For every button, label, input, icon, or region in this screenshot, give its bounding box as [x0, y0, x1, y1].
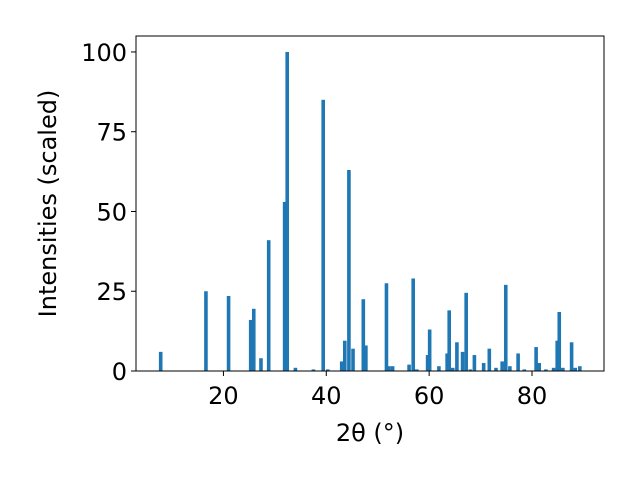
bar	[285, 51, 289, 371]
bar	[351, 348, 355, 371]
x-tick-label: 20	[208, 382, 239, 410]
x-axis-label: 2θ (°)	[336, 419, 404, 447]
bar	[415, 369, 419, 371]
bar	[411, 278, 415, 371]
y-tick-label: 75	[96, 119, 127, 147]
bar	[455, 342, 459, 371]
bar	[364, 345, 368, 371]
bar	[508, 366, 512, 371]
y-tick-label: 25	[96, 278, 127, 306]
x-tick-label: 60	[414, 382, 445, 410]
bar	[321, 99, 325, 371]
bar	[361, 299, 366, 371]
bar	[451, 367, 455, 371]
bar	[387, 366, 391, 371]
bar	[445, 353, 449, 371]
bar	[534, 347, 538, 371]
bar	[464, 292, 468, 371]
bar	[248, 319, 253, 371]
bar	[390, 366, 395, 371]
bar	[555, 340, 559, 371]
bar	[339, 361, 344, 371]
bar	[311, 369, 316, 371]
bar	[569, 342, 574, 371]
bar	[522, 369, 527, 371]
bar	[384, 283, 389, 371]
y-tick-label: 100	[81, 39, 127, 67]
bar	[460, 351, 465, 371]
bar	[537, 363, 541, 371]
bar	[326, 369, 330, 371]
bar	[347, 170, 351, 371]
x-tick-label: 80	[517, 382, 548, 410]
y-tick-label: 0	[112, 358, 127, 386]
bar	[494, 367, 498, 371]
bar	[293, 367, 298, 371]
y-tick-label: 50	[96, 198, 127, 226]
x-tick-label: 40	[311, 382, 342, 410]
bar	[437, 366, 441, 371]
bar	[407, 364, 411, 371]
bars-layer	[158, 51, 582, 371]
plot-frame	[135, 35, 605, 372]
bar	[425, 355, 430, 371]
bar	[503, 284, 508, 371]
bar	[226, 296, 231, 371]
ticks-layer: 20 40 60 80 0 25 50 75 100	[81, 39, 547, 410]
y-axis-label: Intensities (scaled)	[34, 90, 62, 318]
bar	[573, 367, 577, 371]
bar	[544, 369, 548, 371]
bar	[427, 329, 432, 371]
bar	[557, 311, 562, 371]
bar	[204, 291, 208, 371]
bar	[343, 340, 347, 371]
bar	[472, 355, 477, 371]
bar	[158, 351, 163, 371]
bar	[282, 201, 287, 371]
bar	[259, 358, 263, 371]
bar	[468, 369, 473, 371]
bar	[551, 367, 556, 371]
bar	[481, 363, 486, 371]
bar	[487, 348, 492, 371]
bar	[500, 361, 504, 371]
bar	[251, 308, 256, 371]
bar	[516, 353, 520, 371]
bar	[266, 240, 271, 371]
bar	[561, 367, 565, 371]
bar	[578, 366, 582, 371]
bar	[447, 310, 451, 371]
